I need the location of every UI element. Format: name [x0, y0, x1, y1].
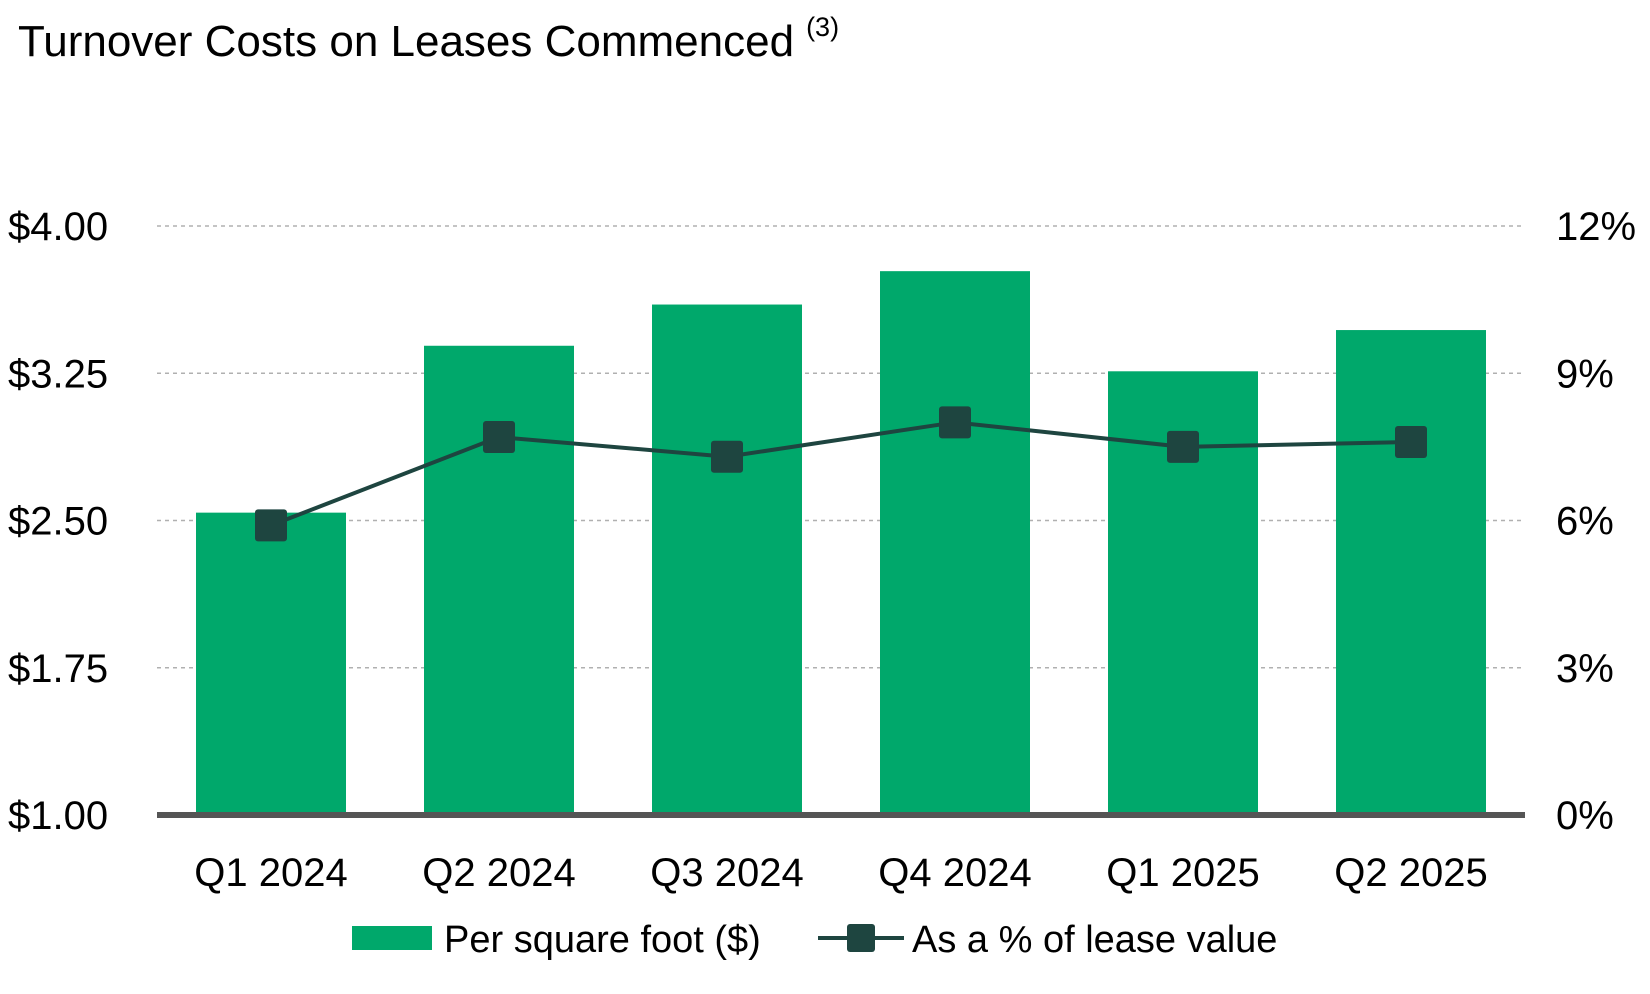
chart-title-footnote: (3) [806, 12, 839, 42]
marker-q3-2024 [711, 440, 743, 473]
left-tick-label-3: $3.25 [8, 352, 108, 396]
legend: Per square foot ($) As a % of lease valu… [352, 919, 1277, 961]
legend-label-lease-value: As a % of lease value [912, 919, 1277, 961]
gridlines [157, 225, 1525, 669]
bar-q4-2024 [880, 271, 1030, 815]
right-tick-label-2: 6% [1556, 500, 1614, 544]
line-lease-value [270, 420, 1412, 528]
left-y-axis: $1.00 $1.75 $2.50 $3.25 $4.00 [8, 205, 108, 838]
marker-q4-2024 [939, 406, 971, 439]
legend-swatch-lease-value-marker [847, 924, 875, 952]
marker-q1-2025 [1167, 430, 1199, 463]
x-tick-label-q2-2024: Q2 2024 [422, 851, 575, 895]
bar-series [196, 271, 1486, 815]
right-tick-label-0: 0% [1556, 794, 1614, 838]
x-tick-label-q1-2024: Q1 2024 [194, 851, 347, 895]
legend-label-per-square-foot: Per square foot ($) [444, 919, 761, 961]
x-tick-label-q2-2025: Q2 2025 [1334, 851, 1487, 895]
chart-title: Turnover Costs on Leases Commenced (3) [18, 12, 839, 66]
x-axis: Q1 2024 Q2 2024 Q3 2024 Q4 2024 Q1 2025 Q2 20… [194, 851, 1487, 895]
right-tick-label-3: 9% [1556, 352, 1614, 396]
marker-q2-2025 [1395, 425, 1427, 458]
x-tick-label-q3-2024: Q3 2024 [650, 851, 803, 895]
marker-q1-2024 [255, 509, 287, 542]
marker-q2-2024 [483, 421, 515, 454]
left-tick-label-2: $2.50 [8, 500, 108, 544]
left-tick-label-0: $1.00 [8, 794, 108, 838]
right-y-axis: 0% 3% 6% 9% 12% [1556, 205, 1636, 838]
line-series [255, 406, 1427, 542]
x-tick-label-q1-2025: Q1 2025 [1106, 851, 1259, 895]
bar-q2-2025 [1336, 330, 1486, 815]
x-tick-label-q4-2024: Q4 2024 [878, 851, 1031, 895]
right-tick-label-1: 3% [1556, 647, 1614, 691]
left-tick-label-1: $1.75 [8, 647, 108, 691]
bar-q1-2024 [196, 512, 346, 815]
bar-q3-2024 [652, 304, 802, 815]
right-tick-label-4: 12% [1556, 205, 1636, 249]
chart-title-main: Turnover Costs on Leases Commenced [18, 17, 794, 66]
left-tick-label-4: $4.00 [8, 205, 108, 249]
legend-swatch-per-square-foot [352, 926, 432, 950]
bar-q2-2024 [424, 345, 574, 815]
